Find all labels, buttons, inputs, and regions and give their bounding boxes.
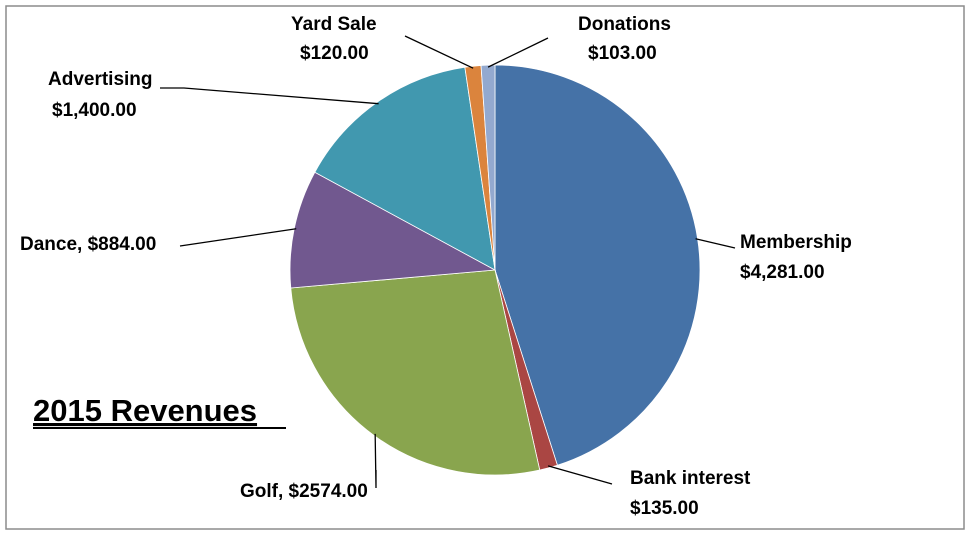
data-label-yard-sale-name: Yard Sale <box>291 14 377 35</box>
leader-line-bank-interest <box>547 465 613 485</box>
data-label-membership-value: $4,281.00 <box>740 262 825 283</box>
data-label-membership-name: Membership <box>740 232 852 253</box>
data-label-yard-sale-value: $120.00 <box>300 43 369 64</box>
pie-slice-membership <box>494 64 701 466</box>
pie-slice-dance <box>289 171 497 289</box>
data-label-golf-name: Golf, $2574.00 <box>240 481 368 502</box>
leader-line-golf <box>374 433 377 489</box>
data-labels-layer: Membership $4,281.00 Bank interest $135.00 G… <box>20 14 852 519</box>
pie-slice-donations <box>480 64 496 271</box>
data-label-bank-interest-value: $135.00 <box>630 498 699 519</box>
chart-title: 2015 Revenues <box>33 393 257 428</box>
leader-line-membership <box>695 238 736 249</box>
leader-line-dance <box>179 228 297 247</box>
leader-line-yard-sale <box>404 35 474 69</box>
leader-line-advertising <box>160 87 379 105</box>
data-label-dance-name: Dance, $884.00 <box>20 234 156 255</box>
leader-line-donations <box>487 37 549 68</box>
data-label-advertising-name: Advertising <box>48 69 153 90</box>
data-label-donations-name: Donations <box>578 14 671 35</box>
leader-lines-layer <box>160 35 736 489</box>
pie-slice-advertising <box>314 66 496 271</box>
data-label-bank-interest-name: Bank interest <box>630 468 751 489</box>
data-label-donations-value: $103.00 <box>588 43 657 64</box>
pie-slice-golf <box>290 269 541 476</box>
slices-layer <box>289 64 701 476</box>
data-label-advertising-value: $1,400.00 <box>52 100 137 121</box>
